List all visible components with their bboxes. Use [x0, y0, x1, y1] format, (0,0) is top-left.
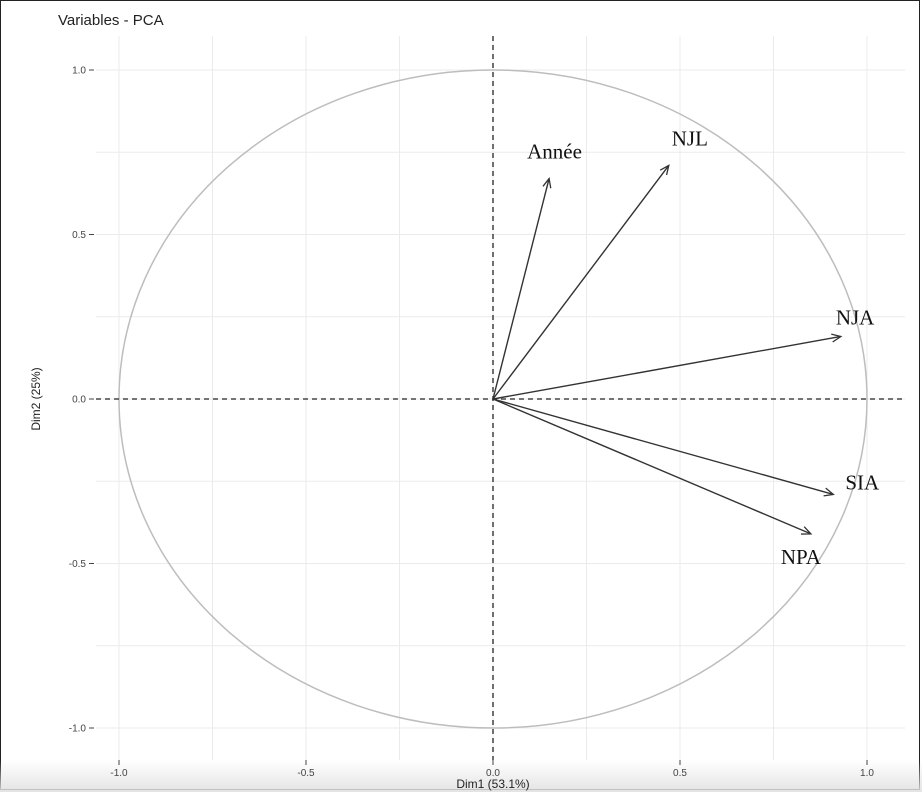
arrow-npa: [492, 398, 813, 535]
x-tick-label: 0.0: [486, 768, 500, 779]
x-axis-title: Dim1 (53.1%): [456, 777, 529, 791]
arrow-année: [492, 177, 552, 400]
y-tick-label: 1.0: [72, 66, 86, 77]
label-njl: NJL: [672, 126, 708, 150]
label-année: Année: [527, 140, 582, 164]
label-npa: NPA: [781, 545, 822, 569]
chart-title: Variables - PCA: [58, 12, 164, 29]
arrow-nja: [492, 333, 843, 400]
variable-labels: Année NJL NJA SIA NPA: [527, 126, 880, 568]
x-tick-label: -0.5: [297, 768, 315, 779]
y-tick-label: -0.5: [69, 559, 87, 570]
arrow-njl: [492, 164, 670, 400]
y-axis-title: Dim2 (25%): [29, 367, 43, 430]
x-tick-label: 1.0: [860, 768, 874, 779]
x-tick-label: -1.0: [110, 768, 128, 779]
bottom-shadow: [0, 760, 922, 792]
tick-labels: 1.0 0.5 0.0 -0.5 -1.0 -1.0 -0.5 0.0 0.5 1.0: [69, 66, 875, 780]
x-tick-label: 0.5: [673, 768, 687, 779]
y-tick-label: -1.0: [69, 724, 87, 735]
label-nja: NJA: [836, 305, 875, 329]
label-sia: SIA: [845, 470, 880, 494]
y-tick-label: 0.0: [72, 395, 86, 406]
y-tick-label: 0.5: [72, 230, 86, 241]
arrow-sia: [492, 398, 835, 497]
variable-arrows: [492, 164, 843, 535]
